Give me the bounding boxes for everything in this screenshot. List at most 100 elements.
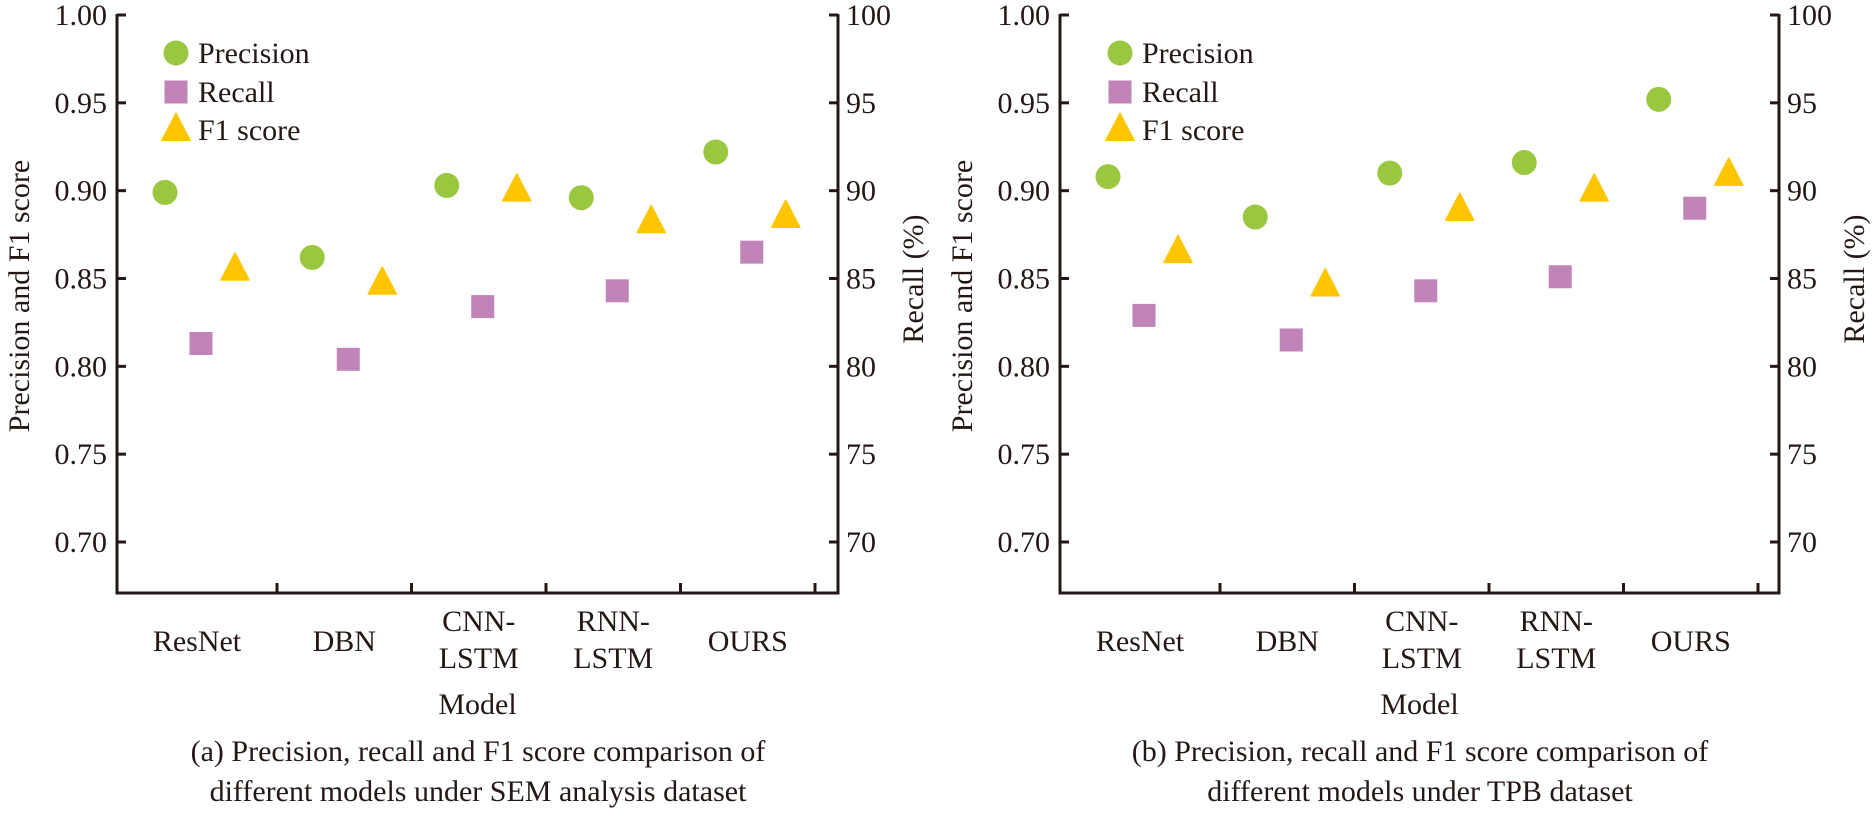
- figure-caption: different models under TPB dataset: [1207, 775, 1633, 808]
- legend-label: F1 score: [198, 114, 300, 147]
- legend-label: Precision: [1142, 37, 1254, 70]
- legend: Precision Recall F1 score: [1105, 37, 1254, 147]
- data-point-triangle: [771, 199, 801, 229]
- y-tick-label-left: 0.75: [55, 438, 108, 471]
- legend-item: F1 score: [1105, 112, 1244, 147]
- x-tick-label: LSTM: [573, 642, 653, 675]
- x-tick-label: DBN: [1256, 625, 1319, 658]
- data-point-circle: [703, 139, 729, 165]
- x-tick-label: RNN-: [577, 605, 650, 638]
- data-point-triangle: [1445, 192, 1475, 221]
- legend-marker-circle: [163, 40, 189, 66]
- y-tick-label-left: 1.00: [998, 0, 1051, 32]
- y-tick-label-right: 100: [846, 0, 891, 32]
- series-f1-score: [1163, 157, 1744, 297]
- y-tick-label-left: 0.80: [998, 350, 1051, 383]
- y-tick-label-left: 0.75: [998, 438, 1051, 471]
- data-point-square: [1279, 328, 1303, 352]
- y-tick-label-left: 1.00: [55, 0, 108, 32]
- data-point-triangle: [367, 266, 397, 295]
- legend-marker-triangle: [1105, 112, 1135, 142]
- y-tick-label-left: 0.90: [55, 175, 108, 208]
- x-tick-label: OURS: [1651, 625, 1731, 658]
- y-tick-label-left: 0.95: [998, 87, 1051, 120]
- legend-marker-square: [1108, 80, 1132, 104]
- legend-item: Recall: [1108, 76, 1219, 109]
- data-point-circle: [1377, 160, 1403, 186]
- x-axis-title: Model: [438, 688, 516, 721]
- y-axis-title-right: Recall (%): [1838, 214, 1871, 343]
- x-tick-label: LSTM: [1382, 642, 1462, 675]
- x-tick-label: LSTM: [439, 642, 519, 675]
- data-point-square: [1683, 196, 1707, 220]
- series-f1-score: [220, 173, 801, 295]
- legend-item: Precision: [163, 37, 310, 70]
- chart-panel-a: 1.00 0.95 0.90 0.85 0.80 0.75 0.70 100 95 90 85 80 7…: [3, 0, 930, 808]
- data-point-square: [1414, 279, 1438, 303]
- x-tick-label: LSTM: [1516, 642, 1596, 675]
- data-point-square: [189, 331, 213, 355]
- y-tick-label-right: 95: [846, 87, 876, 120]
- y-tick-label-right: 70: [1787, 526, 1817, 559]
- y-tick-label-left: 0.85: [998, 263, 1051, 296]
- x-tick-label: DBN: [313, 625, 376, 658]
- y-axis-title-left: Precision and F1 score: [946, 160, 979, 432]
- y-tick-label-left: 0.70: [55, 526, 108, 559]
- y-tick-label-right: 85: [1787, 263, 1817, 296]
- data-point-square: [1132, 303, 1156, 327]
- data-point-triangle: [1163, 234, 1193, 264]
- y-tick-label-right: 80: [846, 350, 876, 383]
- legend-marker-circle: [1107, 40, 1133, 66]
- legend-label: Recall: [1142, 76, 1219, 109]
- legend-label: F1 score: [1142, 114, 1244, 147]
- legend-label: Precision: [198, 37, 310, 70]
- chart-panel-b: 1.00 0.95 0.90 0.85 0.80 0.75 0.70 100 95 90 85 80 7…: [946, 0, 1871, 808]
- x-tick-label: CNN-: [442, 605, 515, 638]
- x-tick-label: RNN-: [1520, 605, 1593, 638]
- y-tick-label-left: 0.95: [55, 87, 108, 120]
- legend-marker-square: [164, 80, 188, 104]
- series-precision: [152, 139, 729, 270]
- figure-caption: (b) Precision, recall and F1 score compa…: [1132, 735, 1709, 768]
- legend-marker-triangle: [161, 112, 191, 142]
- data-point-circle: [1095, 164, 1121, 190]
- data-point-square: [471, 295, 495, 319]
- series-recall: [189, 240, 764, 371]
- data-point-circle: [1242, 204, 1268, 230]
- y-tick-label-left: 0.90: [998, 175, 1051, 208]
- data-point-square: [1548, 265, 1572, 289]
- legend-item: Recall: [164, 76, 275, 109]
- data-point-triangle: [636, 204, 666, 234]
- legend-item: F1 score: [161, 112, 300, 147]
- series-recall: [1132, 196, 1707, 352]
- y-tick-label-right: 85: [846, 263, 876, 296]
- data-point-circle: [1646, 86, 1672, 112]
- legend-label: Recall: [198, 76, 275, 109]
- legend: Precision Recall F1 score: [161, 37, 310, 147]
- y-tick-label-left: 0.80: [55, 350, 108, 383]
- data-point-circle: [434, 172, 460, 198]
- data-point-triangle: [1579, 173, 1609, 202]
- data-point-triangle: [502, 173, 532, 202]
- x-axis-title: Model: [1380, 688, 1458, 721]
- data-point-square: [336, 347, 360, 371]
- y-tick-label-right: 80: [1787, 350, 1817, 383]
- data-point-triangle: [1714, 157, 1744, 186]
- data-point-circle: [1511, 150, 1537, 176]
- x-tick-label: OURS: [708, 625, 788, 658]
- y-tick-label-right: 100: [1787, 0, 1832, 32]
- y-tick-label-right: 90: [1787, 175, 1817, 208]
- y-tick-label-left: 0.70: [998, 526, 1051, 559]
- data-point-square: [740, 240, 764, 264]
- y-axis-title-left: Precision and F1 score: [3, 160, 36, 432]
- y-tick-label-right: 75: [1787, 438, 1817, 471]
- y-axis-title-right: Recall (%): [897, 214, 930, 343]
- series-precision: [1095, 86, 1672, 230]
- legend-item: Precision: [1107, 37, 1254, 70]
- x-tick-label: ResNet: [1096, 625, 1185, 658]
- figure-caption: different models under SEM analysis data…: [210, 775, 747, 808]
- data-point-triangle: [1310, 268, 1340, 297]
- y-tick-label-right: 90: [846, 175, 876, 208]
- data-point-circle: [299, 244, 325, 270]
